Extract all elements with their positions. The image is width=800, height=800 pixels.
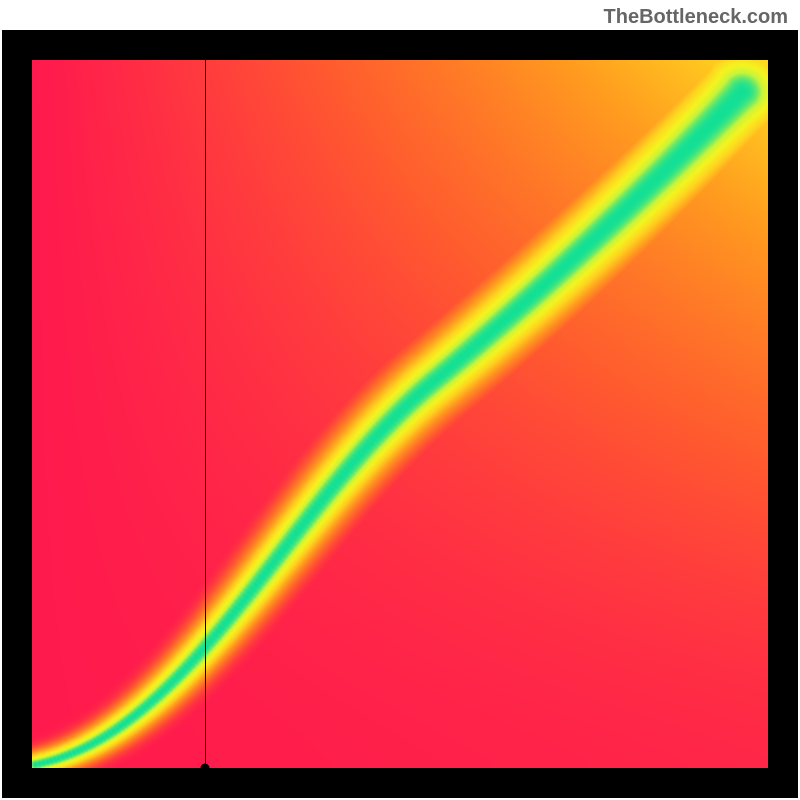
- marker-vertical-line: [205, 60, 206, 768]
- marker-dot: [200, 764, 209, 773]
- bottleneck-heatmap: [32, 60, 768, 768]
- attribution-text: TheBottleneck.com: [604, 6, 788, 29]
- chart-container: TheBottleneck.com: [0, 0, 800, 800]
